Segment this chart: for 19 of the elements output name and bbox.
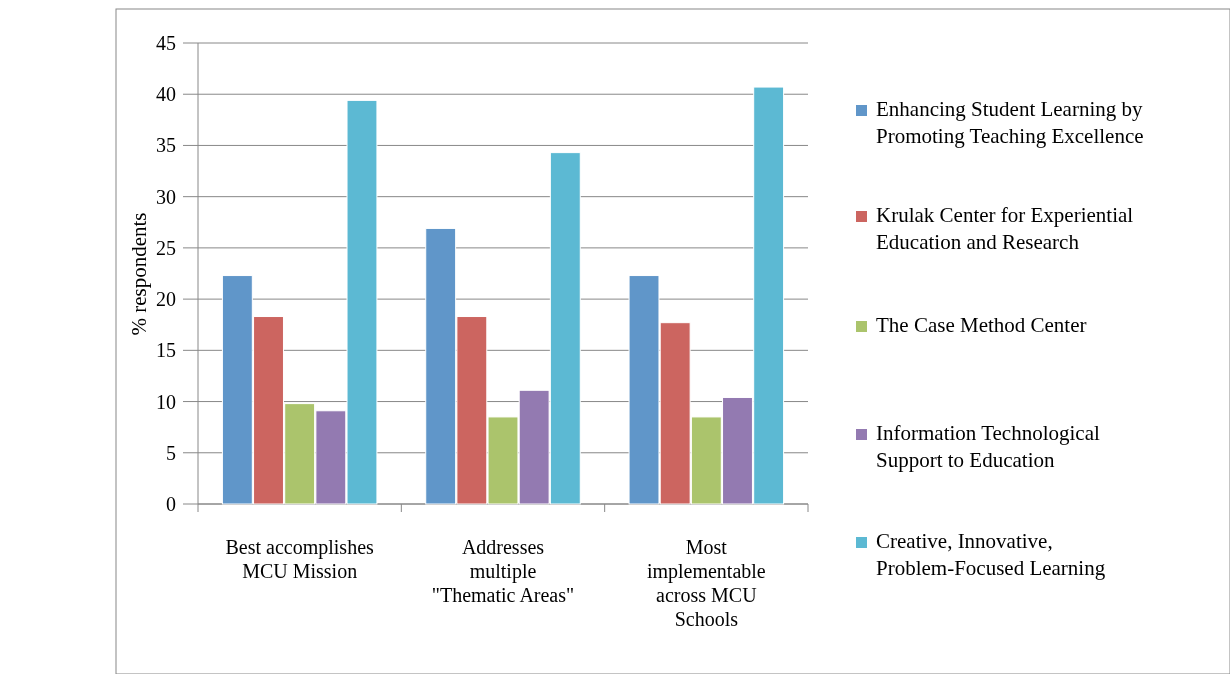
legend-label: The Case Method Center [876,313,1087,337]
x-tick-label: Best accomplishes MCU Mission [225,536,375,582]
y-tick-label: 20 [156,288,176,311]
y-axis-title: % respondents [127,212,151,336]
legend-label: Krulak Center for Experiential Education and Research [876,203,1134,254]
y-tick-label: 40 [156,83,176,106]
y-tick-label: 0 [166,493,176,515]
y-tick-label: 35 [156,134,176,157]
legend-label: Enhancing Student Learning by Promoting Teaching Excellence [876,97,1144,148]
y-tick-label: 15 [156,339,176,362]
y-tick-label: 10 [156,390,176,413]
legend-label: Creative, Innovative, Problem-Focused Learning [876,529,1106,580]
y-tick-label: 45 [156,32,176,54]
y-tick-label: 25 [156,236,176,259]
legend-label: Information Technological Support to Education [876,421,1100,472]
y-tick-label: 30 [156,185,176,208]
x-tick-label: Addresses multiple "Thematic Areas" [431,536,575,606]
x-tick-label: Most implementable across MCU Schools [646,536,766,630]
y-tick-label: 5 [166,441,176,464]
